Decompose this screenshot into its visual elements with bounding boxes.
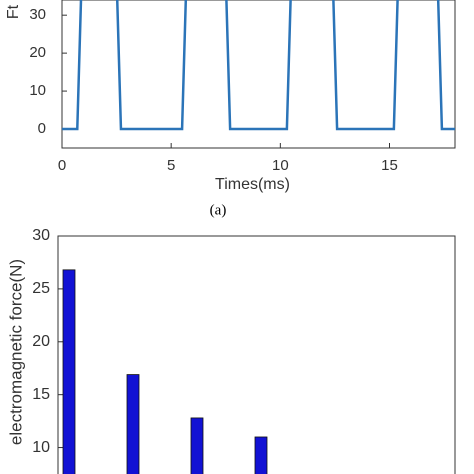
y-tick-label: 10 bbox=[29, 82, 46, 99]
caption: (a) bbox=[210, 202, 227, 218]
y-tick-label: 30 bbox=[32, 227, 50, 244]
y-tick-label: 25 bbox=[32, 280, 50, 297]
y-tick-label: 15 bbox=[32, 386, 50, 403]
x-tick-label: 15 bbox=[381, 157, 398, 174]
line-chart: 0 10 20 30 0 5 10 15 Times(ms) Ft (a) bbox=[5, 0, 456, 218]
x-axis-label: Times(ms) bbox=[215, 176, 290, 193]
bar-chart: 10 15 20 25 30 electromagnetic force(N) bbox=[6, 227, 456, 474]
bar bbox=[254, 436, 268, 474]
y-tick-label: 20 bbox=[32, 333, 50, 350]
y-tick-label: 20 bbox=[29, 44, 46, 61]
y-tick-label: 0 bbox=[38, 120, 46, 137]
y-axis-label: Ft bbox=[5, 4, 22, 19]
y-tick-label: 30 bbox=[29, 6, 46, 23]
x-tick-label: 10 bbox=[272, 157, 289, 174]
plot-frame bbox=[57, 235, 456, 474]
bar bbox=[62, 269, 76, 474]
bar bbox=[190, 417, 204, 474]
plot-frame bbox=[61, 0, 456, 149]
x-tick-label: 0 bbox=[58, 157, 66, 174]
x-tick-label: 5 bbox=[167, 157, 175, 174]
y-tick-label: 10 bbox=[32, 439, 50, 456]
y-axis-label: electromagnetic force(N) bbox=[6, 259, 25, 445]
bar bbox=[126, 374, 140, 474]
line-series bbox=[62, 0, 455, 131]
